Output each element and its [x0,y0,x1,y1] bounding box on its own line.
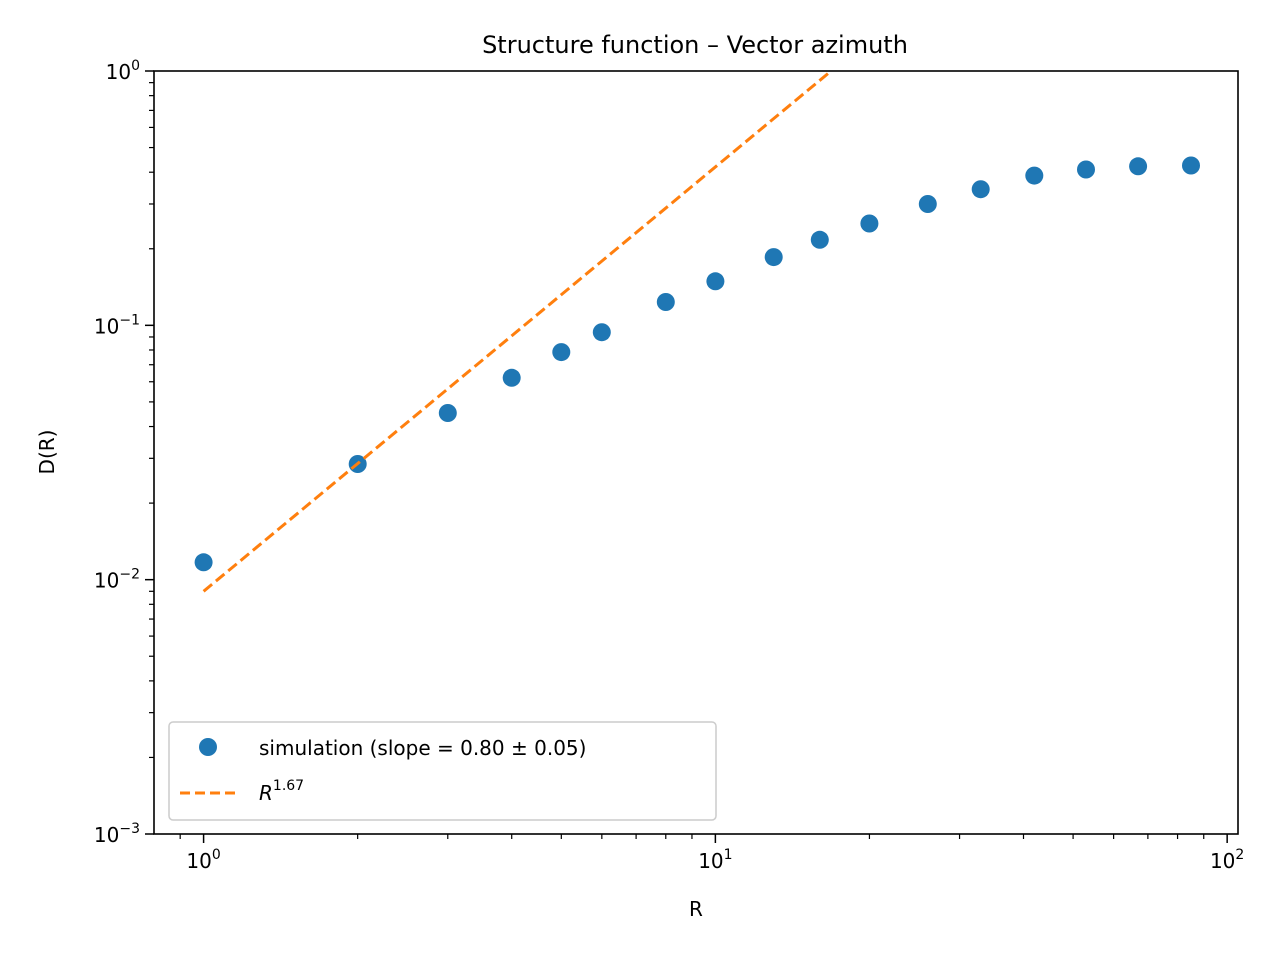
y-axis-label: D(R) [35,430,59,475]
legend-label-simulation: simulation (slope = 0.80 ± 0.05) [259,736,586,760]
y-tick-label: 10−2 [94,567,140,593]
x-axis-label: R [689,897,703,921]
data-point [194,553,213,572]
y-axis-ticks: 10−3 10−2 10−1 100 [94,58,154,847]
x-tick-label: 101 [698,847,732,873]
data-point [810,230,829,249]
data-point [1077,160,1095,179]
y-tick-label: 10−1 [94,312,140,338]
y-tick-label: 100 [106,58,140,84]
data-point [592,323,611,342]
legend-box [168,721,717,821]
data-point [1129,157,1148,176]
x-axis-ticks: 100 101 102 [179,834,1244,873]
data-point [502,368,521,387]
data-point [918,195,937,213]
chart-title: Structure function – Vector azimuth [482,31,908,59]
x-tick-label: 102 [1210,847,1244,873]
data-point [764,248,783,267]
y-tick-label: 10−3 [94,821,140,847]
data-point [1182,156,1200,175]
legend-marker-simulation [199,738,217,756]
data-point [971,180,990,199]
data-point [552,343,571,362]
series-layer [194,71,1200,593]
data-point [656,293,675,311]
legend: simulation (slope = 0.80 ± 0.05) R1.67 [168,721,717,821]
data-point [860,214,879,233]
power-law-line [202,71,833,593]
data-point [706,272,725,291]
x-tick-label: 100 [186,847,220,873]
legend-label-power-law: R1.67 [259,778,304,805]
data-point [1025,166,1044,185]
data-point [438,404,457,422]
plot-frame [153,70,1239,835]
